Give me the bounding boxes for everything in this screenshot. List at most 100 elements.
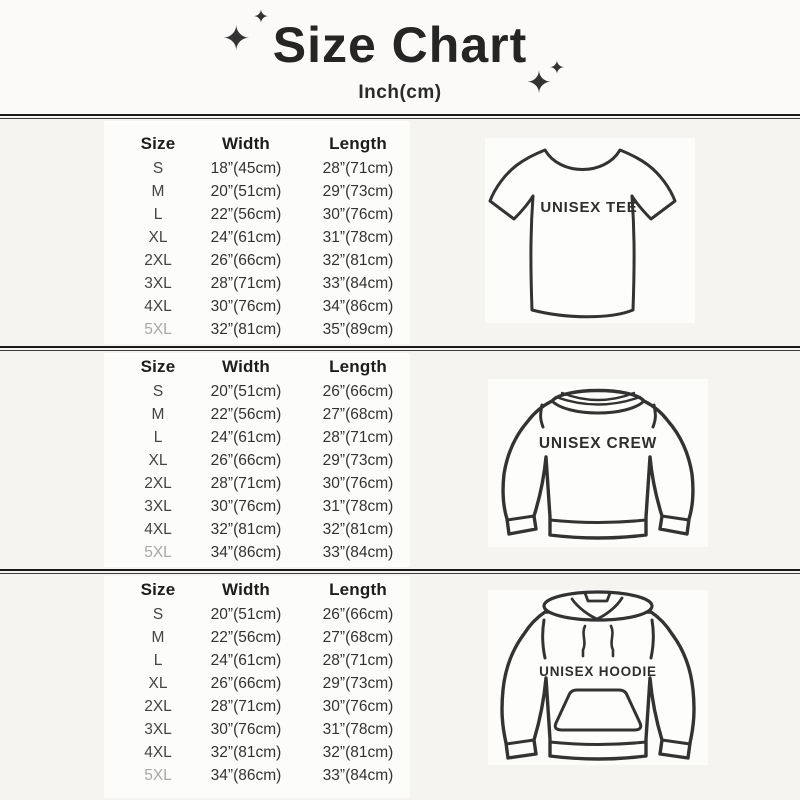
width-cell: 30”(76cm) <box>210 497 282 515</box>
table-panel <box>104 353 410 567</box>
table-row: 4XL 32”(81cm) 32”(81cm) <box>126 518 414 541</box>
width-cell: 26”(66cm) <box>210 674 282 692</box>
length-cell: 26”(66cm) <box>322 382 394 400</box>
length-cell: 32”(81cm) <box>322 251 394 269</box>
size-cell: 3XL <box>144 720 172 738</box>
table-panel <box>104 576 410 798</box>
width-cell: 20”(51cm) <box>210 605 282 623</box>
size-cell: 3XL <box>144 274 172 292</box>
length-cell: 29”(73cm) <box>322 674 394 692</box>
width-cell: 30”(76cm) <box>210 720 282 738</box>
length-cell: 29”(73cm) <box>322 182 394 200</box>
size-cell: 2XL <box>144 474 172 492</box>
size-cell: XL <box>148 674 168 692</box>
table-row: 5XL 34”(86cm) 33”(84cm) <box>126 541 414 564</box>
width-cell: 20”(51cm) <box>210 382 282 400</box>
table-body: S 18”(45cm) 28”(71cm) M 20”(51cm) 29”(73… <box>126 157 414 341</box>
table-body: S 20”(51cm) 26”(66cm) M 22”(56cm) 27”(68… <box>126 603 414 787</box>
size-cell: S <box>152 382 164 400</box>
table-header-row: Size Width Length <box>126 354 414 380</box>
table-row: S 20”(51cm) 26”(66cm) <box>126 603 414 626</box>
table-row: 2XL 26”(66cm) 32”(81cm) <box>126 249 414 272</box>
length-cell: 33”(84cm) <box>322 274 394 292</box>
length-cell: 30”(76cm) <box>322 697 394 715</box>
table-row: 3XL 30”(76cm) 31”(78cm) <box>126 718 414 741</box>
page-title: Size Chart <box>272 17 528 73</box>
section-divider <box>0 569 800 574</box>
size-cell: 4XL <box>144 743 172 761</box>
length-cell: 34”(86cm) <box>322 297 394 315</box>
length-cell: 27”(68cm) <box>322 628 394 646</box>
width-cell: 28”(71cm) <box>210 274 282 292</box>
table-body: S 20”(51cm) 26”(66cm) M 22”(56cm) 27”(68… <box>126 380 414 564</box>
length-cell: 33”(84cm) <box>322 543 394 561</box>
units-subtitle: Inch(cm) <box>358 82 442 103</box>
table-row: 4XL 30”(76cm) 34”(86cm) <box>126 295 414 318</box>
sparkle-icon: ✦ <box>526 65 552 101</box>
hoodie-size-table: Size Width Length S 20”(51cm) 26”(66cm) … <box>126 574 414 787</box>
table-row: XL 24”(61cm) 31”(78cm) <box>126 226 414 249</box>
hoodie-label: UNISEX HOODIE <box>539 664 657 679</box>
col-header-width: Width <box>221 357 271 376</box>
length-cell: 32”(81cm) <box>322 743 394 761</box>
length-cell: 35”(89cm) <box>322 320 394 338</box>
size-cell: L <box>153 428 163 446</box>
size-cell: S <box>152 605 164 623</box>
tee-illustration: UNISEX TEE <box>485 138 695 323</box>
width-cell: 22”(56cm) <box>210 205 282 223</box>
width-cell: 32”(81cm) <box>210 743 282 761</box>
width-cell: 22”(56cm) <box>210 628 282 646</box>
crew-section: Size Width Length S 20”(51cm) 26”(66cm) … <box>0 351 800 569</box>
table-row: M 22”(56cm) 27”(68cm) <box>126 403 414 426</box>
table-header-row: Size Width Length <box>126 577 414 603</box>
length-cell: 32”(81cm) <box>322 520 394 538</box>
size-cell: 4XL <box>144 297 172 315</box>
length-cell: 31”(78cm) <box>322 497 394 515</box>
width-cell: 20”(51cm) <box>210 182 282 200</box>
width-cell: 28”(71cm) <box>210 697 282 715</box>
table-row: L 24”(61cm) 28”(71cm) <box>126 426 414 449</box>
length-cell: 28”(71cm) <box>322 428 394 446</box>
width-cell: 18”(45cm) <box>210 159 282 177</box>
table-header-row: Size Width Length <box>126 131 414 157</box>
length-cell: 30”(76cm) <box>322 205 394 223</box>
col-header-width: Width <box>221 134 271 153</box>
table-row: XL 26”(66cm) 29”(73cm) <box>126 672 414 695</box>
size-cell: XL <box>148 451 168 469</box>
size-cell: 2XL <box>144 251 172 269</box>
size-cell: 5XL <box>144 766 172 784</box>
table-row: 4XL 32”(81cm) 32”(81cm) <box>126 741 414 764</box>
section-divider <box>0 114 800 119</box>
length-cell: 28”(71cm) <box>322 159 394 177</box>
tee-section: Size Width Length S 18”(45cm) 28”(71cm) … <box>0 119 800 346</box>
width-cell: 34”(86cm) <box>210 766 282 784</box>
size-cell: 4XL <box>144 520 172 538</box>
col-header-length: Length <box>329 580 387 599</box>
table-row: L 22”(56cm) 30”(76cm) <box>126 203 414 226</box>
size-cell: L <box>153 205 163 223</box>
size-cell: M <box>151 628 165 646</box>
sparkle-icon: ✦ <box>549 57 565 79</box>
size-cell: 3XL <box>144 497 172 515</box>
width-cell: 26”(66cm) <box>210 451 282 469</box>
length-cell: 30”(76cm) <box>322 474 394 492</box>
table-row: 2XL 28”(71cm) 30”(76cm) <box>126 472 414 495</box>
col-header-size: Size <box>140 580 176 599</box>
size-cell: 5XL <box>144 543 172 561</box>
width-cell: 32”(81cm) <box>210 320 282 338</box>
width-cell: 24”(61cm) <box>210 428 282 446</box>
section-divider <box>0 346 800 351</box>
width-cell: 26”(66cm) <box>210 251 282 269</box>
header: ✦ ✦ Size Chart ✦ ✦ Inch(cm) <box>0 0 800 114</box>
length-cell: 33”(84cm) <box>322 766 394 784</box>
size-cell: S <box>152 159 164 177</box>
table-row: 2XL 28”(71cm) 30”(76cm) <box>126 695 414 718</box>
length-cell: 29”(73cm) <box>322 451 394 469</box>
size-cell: 5XL <box>144 320 172 338</box>
sparkle-icon: ✦ <box>253 6 269 28</box>
width-cell: 30”(76cm) <box>210 297 282 315</box>
table-panel <box>104 121 410 344</box>
table-row: 3XL 28”(71cm) 33”(84cm) <box>126 272 414 295</box>
hoodie-illustration: UNISEX HOODIE <box>488 590 708 765</box>
